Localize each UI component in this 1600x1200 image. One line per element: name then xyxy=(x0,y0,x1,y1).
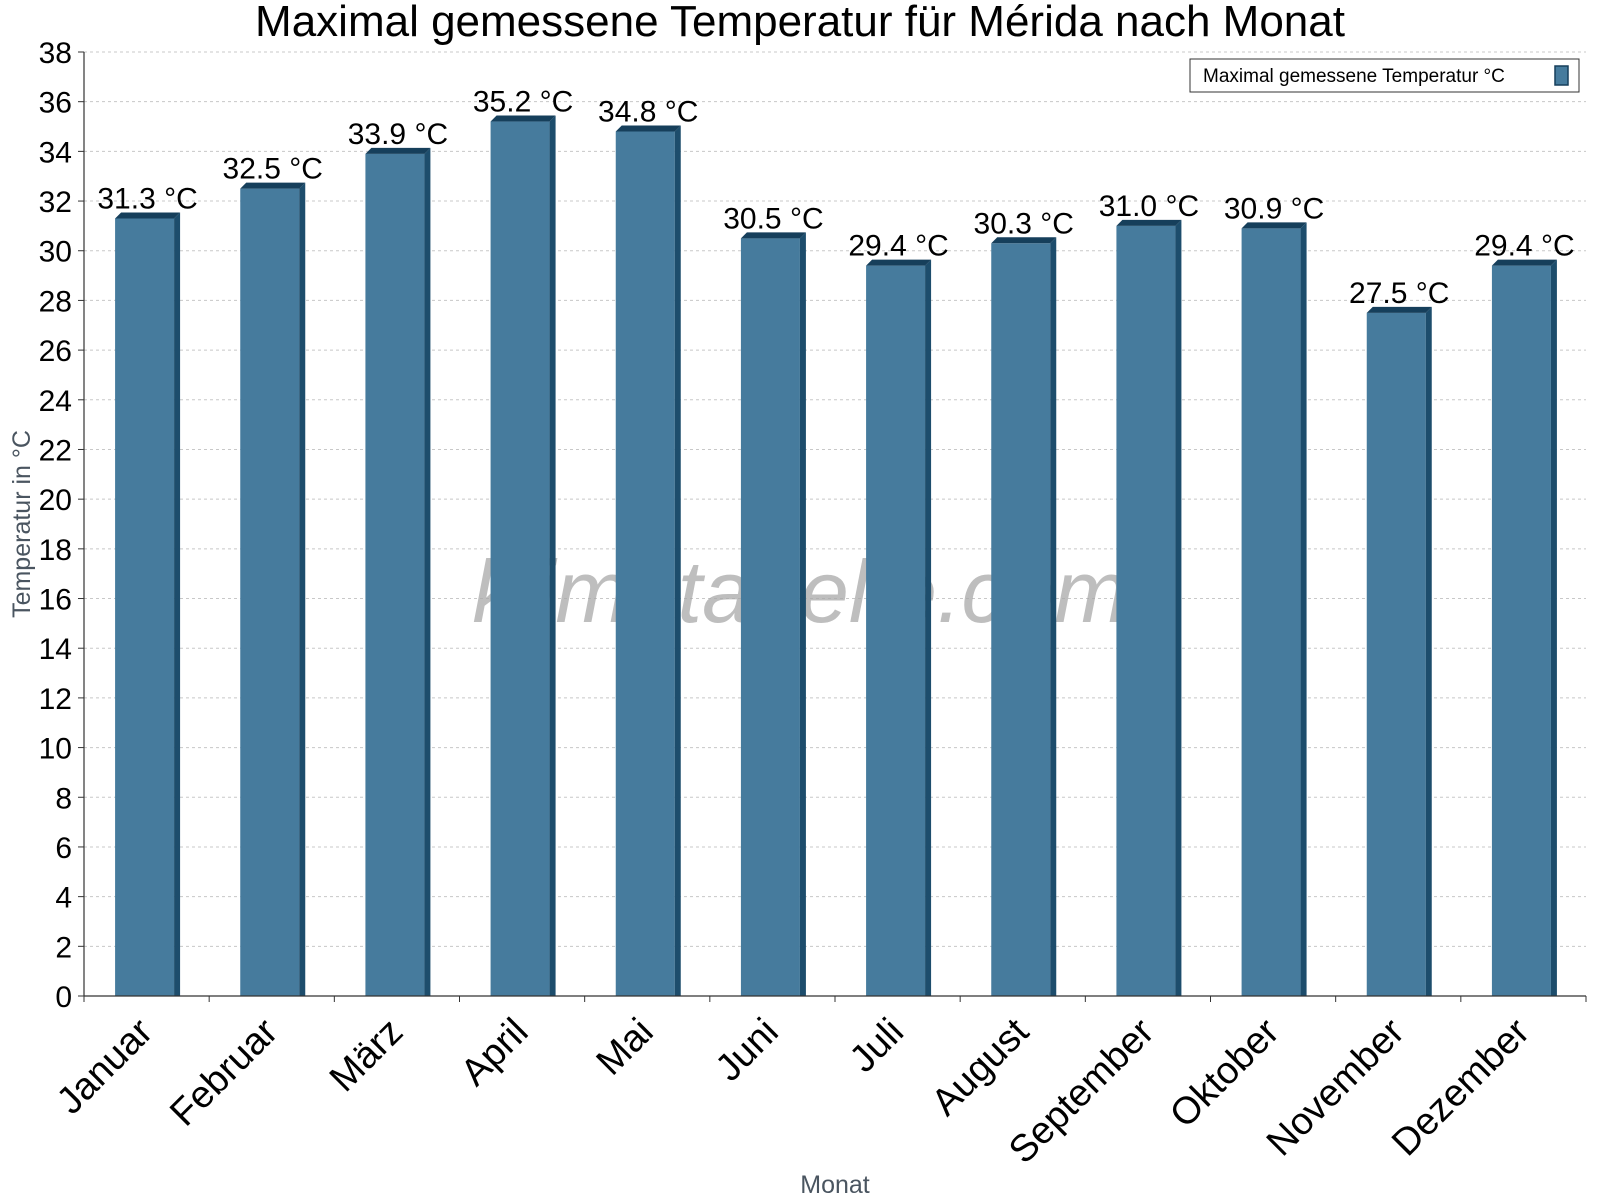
data-label: 27.5 °C xyxy=(1349,277,1449,310)
bar-top xyxy=(1491,259,1557,266)
bar-top xyxy=(866,259,932,266)
y-tick-label: 2 xyxy=(55,931,72,964)
y-tick-label: 14 xyxy=(39,633,72,666)
y-tick-label: 12 xyxy=(39,683,72,716)
bar-top xyxy=(240,182,306,189)
x-tick-label: Februar xyxy=(162,1010,286,1134)
bar-top xyxy=(1116,219,1182,226)
bar xyxy=(1116,225,1176,997)
x-tick-label: Dezember xyxy=(1384,1010,1538,1164)
bar xyxy=(365,153,425,996)
data-label: 35.2 °C xyxy=(473,86,573,119)
data-label: 34.8 °C xyxy=(598,95,698,128)
y-tick-label: 26 xyxy=(39,335,72,368)
data-label: 31.3 °C xyxy=(97,182,197,215)
bar-side xyxy=(299,182,306,996)
bar-side xyxy=(925,259,932,997)
bar-top xyxy=(991,237,1057,244)
y-tick-label: 8 xyxy=(55,782,72,815)
bar xyxy=(1241,228,1301,996)
bar-side xyxy=(799,232,806,996)
y-tick-label: 30 xyxy=(39,236,72,269)
y-tick-label: 10 xyxy=(39,733,72,766)
y-tick-label: 6 xyxy=(55,832,72,865)
bar-side xyxy=(1425,306,1432,996)
legend: Maximal gemessene Temperatur °C xyxy=(1189,58,1580,93)
y-tick-label: 36 xyxy=(39,87,72,120)
y-tick-label: 24 xyxy=(39,385,72,418)
x-tick-label: April xyxy=(453,1011,536,1094)
bar-top xyxy=(365,147,431,154)
x-tick-label: August xyxy=(924,1010,1038,1124)
y-tick-label: 32 xyxy=(39,186,72,219)
x-tick-label: Mai xyxy=(589,1011,662,1084)
axes xyxy=(78,51,1587,1002)
bar xyxy=(240,188,300,996)
bar-top xyxy=(740,232,806,239)
bar-top xyxy=(490,115,556,122)
gridlines xyxy=(84,51,1586,947)
bar xyxy=(1366,312,1426,996)
bar-top xyxy=(115,212,181,219)
bar-side xyxy=(1050,237,1057,997)
y-tick-label: 20 xyxy=(39,484,72,517)
y-tick-label: 0 xyxy=(55,981,72,1014)
data-label: 30.9 °C xyxy=(1224,192,1324,225)
bar xyxy=(615,131,675,996)
data-label: 30.3 °C xyxy=(974,207,1074,240)
bar-top xyxy=(1241,222,1307,229)
bar-side xyxy=(1175,219,1182,997)
legend-swatch xyxy=(1554,65,1569,86)
data-label: 33.9 °C xyxy=(348,118,448,151)
bar xyxy=(866,265,926,997)
data-label: 30.5 °C xyxy=(723,202,823,235)
y-tick-label: 38 xyxy=(39,37,72,70)
bar-side xyxy=(549,115,556,997)
bar-side xyxy=(424,147,431,996)
bar-side xyxy=(1300,222,1307,996)
bar xyxy=(115,218,175,996)
y-tick-label: 22 xyxy=(39,434,72,467)
x-tick-label: Januar xyxy=(49,1010,161,1122)
bar xyxy=(1491,265,1551,997)
y-tick-label: 16 xyxy=(39,584,72,617)
y-tick-label: 18 xyxy=(39,534,72,567)
x-axis-label: Monat xyxy=(800,1171,870,1199)
legend-label: Maximal gemessene Temperatur °C xyxy=(1203,66,1505,87)
y-tick-label: 28 xyxy=(39,285,72,318)
x-tick-label: Juli xyxy=(842,1011,912,1081)
data-label: 31.0 °C xyxy=(1099,190,1199,223)
bar-side xyxy=(174,212,181,996)
data-label: 29.4 °C xyxy=(1474,230,1574,263)
bar-side xyxy=(1550,259,1557,997)
bars xyxy=(115,115,1557,997)
data-label: 32.5 °C xyxy=(223,153,323,186)
data-labels: 31.3 °C 32.5 °C 33.9 °C 35.2 °C 34.8 °C 30.5 … xyxy=(97,86,1574,310)
x-tick-labels: Januar Februar März April Mai Juni Juli AugustS… xyxy=(49,1010,1538,1171)
bar-top xyxy=(615,125,681,132)
data-label: 29.4 °C xyxy=(848,230,948,263)
chart-title: Maximal gemessene Temperatur für Mérida … xyxy=(255,0,1345,46)
y-tick-label: 4 xyxy=(55,882,72,915)
bar xyxy=(740,238,800,996)
x-tick-label: Juni xyxy=(708,1011,787,1090)
x-tick-label: Oktober xyxy=(1162,1010,1288,1136)
bar-top xyxy=(1366,306,1432,313)
y-axis-label: Temperatur in °C xyxy=(8,430,36,618)
legend-box xyxy=(1189,58,1580,93)
bar xyxy=(991,243,1051,997)
y-tick-label: 34 xyxy=(39,136,72,169)
x-tick-label: März xyxy=(322,1011,411,1100)
bar-side xyxy=(674,125,681,996)
bar xyxy=(490,121,550,997)
